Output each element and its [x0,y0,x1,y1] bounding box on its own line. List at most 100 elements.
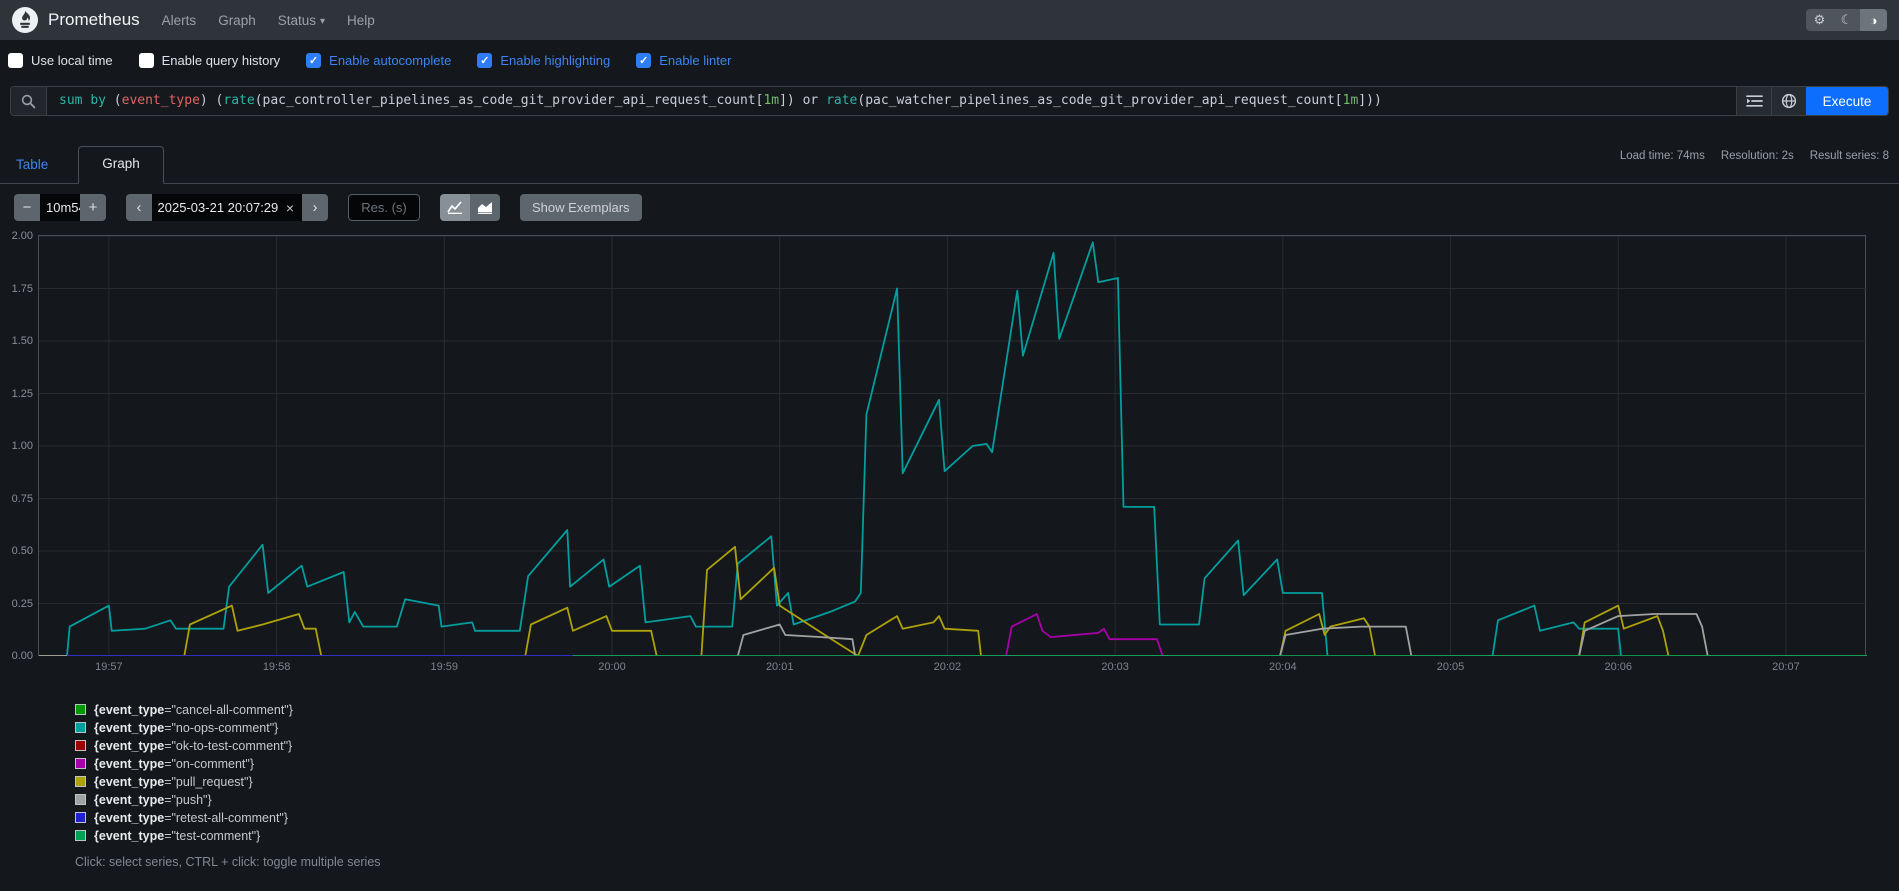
nav-link-graph[interactable]: Graph [218,13,256,28]
checkbox[interactable]: ✓ [477,53,492,68]
legend-item-no-ops-comment[interactable]: {event_type="no-ops-comment"} [75,720,1899,735]
globe-icon[interactable] [1771,87,1806,115]
nav-link-help[interactable]: Help [347,13,375,28]
series-legend: {event_type="cancel-all-comment"}{event_… [75,702,1899,843]
y-axis-tick-label: 0.75 [0,493,33,505]
x-axis-tick-label: 20:03 [1087,661,1143,673]
legend-swatch [75,812,86,823]
series-line-push [39,614,1867,656]
legend-label-value: ="ok-to-test-comment"} [164,739,292,753]
x-axis-tick-label: 20:07 [1758,661,1814,673]
brand-title: Prometheus [48,10,140,30]
legend-label-value: ="no-ops-comment"} [164,721,278,735]
legend-label-key: {event_type [94,739,164,753]
range-input-group: − + [14,194,106,221]
checkbox[interactable] [8,53,23,68]
y-axis-tick-label: 0.50 [0,545,33,557]
time-input-group: ‹ 2025-03-21 20:07:29 × › [126,194,328,221]
legend-item-pull_request[interactable]: {event_type="pull_request"} [75,774,1899,789]
chevron-down-icon: ▾ [320,16,325,27]
chart-type-toggle [440,194,500,221]
legend-swatch [75,776,86,787]
x-axis-tick-label: 20:04 [1255,661,1311,673]
y-axis-tick-label: 1.75 [0,283,33,295]
x-axis-tick-label: 20:02 [919,661,975,673]
query-input-group: sum by (event_type) (rate(pac_controller… [10,86,1889,116]
time-series-plot[interactable]: 0.000.250.500.751.001.251.501.752.0019:5… [38,235,1866,656]
decrease-range-button[interactable]: − [14,194,40,221]
legend-item-push[interactable]: {event_type="push"} [75,792,1899,807]
end-time-input[interactable]: 2025-03-21 20:07:29 × [152,194,302,221]
y-axis-tick-label: 1.25 [0,388,33,400]
time-back-button[interactable]: ‹ [126,194,152,221]
y-axis-tick-label: 1.00 [0,440,33,452]
x-axis-tick-label: 19:58 [249,661,305,673]
legend-item-ok-to-test-comment[interactable]: {event_type="ok-to-test-comment"} [75,738,1899,753]
legend-label-key: {event_type [94,811,164,825]
option-enable-linter[interactable]: ✓ Enable linter [636,53,731,68]
dark-theme-moon-icon[interactable]: ☾ [1833,9,1860,31]
theme-toggle-group: ⚙ ☾ ◑ [1806,9,1887,31]
load-time-stat: Load time: 74ms [1620,150,1705,162]
stacked-chart-icon[interactable] [470,194,500,221]
nav-link-status[interactable]: Status▾ [278,13,325,28]
option-use-local-time[interactable]: Use local time [8,53,113,68]
end-time-value[interactable]: 2025-03-21 20:07:29 [152,200,284,215]
tab-graph[interactable]: Graph [78,146,164,184]
legend-item-test-comment[interactable]: {event_type="test-comment"} [75,828,1899,843]
y-axis-tick-label: 0.25 [0,598,33,610]
legend-swatch [75,704,86,715]
legend-swatch [75,740,86,751]
legend-item-on-comment[interactable]: {event_type="on-comment"} [75,756,1899,771]
legend-label-value: ="retest-all-comment"} [164,811,288,825]
legend-label-value: ="on-comment"} [164,757,254,771]
time-forward-button[interactable]: › [302,194,328,221]
increase-range-button[interactable]: + [80,194,106,221]
clear-time-icon[interactable]: × [286,200,294,216]
search-icon [11,87,47,115]
graph-controls: − + ‹ 2025-03-21 20:07:29 × › Show Exemp… [14,194,1899,221]
legend-label-key: {event_type [94,721,164,735]
legend-swatch [75,794,86,805]
execute-button[interactable]: Execute [1806,87,1888,115]
legend-label-key: {event_type [94,703,164,717]
legend-item-retest-all-comment[interactable]: {event_type="retest-all-comment"} [75,810,1899,825]
y-axis-tick-label: 0.00 [0,650,33,662]
checkbox[interactable] [139,53,154,68]
plot-canvas[interactable] [39,236,1867,656]
nav-links: Alerts Graph Status▾ Help [162,13,375,28]
options-row: Use local time Enable query history ✓ En… [0,40,1899,79]
prometheus-brand[interactable]: Prometheus [12,7,140,33]
option-enable-highlighting[interactable]: ✓ Enable highlighting [477,53,610,68]
auto-theme-contrast-icon[interactable]: ◑ [1860,9,1887,31]
y-axis-tick-label: 2.00 [0,230,33,242]
legend-label-key: {event_type [94,829,164,843]
option-enable-query-history[interactable]: Enable query history [139,53,281,68]
line-chart-icon[interactable] [440,194,470,221]
series-line-pull_request [39,547,1867,656]
legend-label-value: ="test-comment"} [164,829,260,843]
legend-hint: Click: select series, CTRL + click: togg… [75,855,1899,869]
series-line-no-ops-comment [39,242,1867,656]
show-exemplars-button[interactable]: Show Exemplars [520,194,642,221]
legend-label-key: {event_type [94,775,164,789]
resolution-input[interactable] [348,194,420,221]
legend-item-cancel-all-comment[interactable]: {event_type="cancel-all-comment"} [75,702,1899,717]
checkbox[interactable]: ✓ [306,53,321,68]
promql-expression-input[interactable]: sum by (event_type) (rate(pac_controller… [47,87,1736,115]
checkbox[interactable]: ✓ [636,53,651,68]
result-series-stat: Result series: 8 [1810,150,1889,162]
nav-link-alerts[interactable]: Alerts [162,13,197,28]
legend-swatch [75,722,86,733]
legend-label-key: {event_type [94,793,164,807]
x-axis-tick-label: 19:57 [81,661,137,673]
range-input[interactable] [40,194,80,221]
tab-table[interactable]: Table [14,157,50,172]
x-axis-tick-label: 19:59 [416,661,472,673]
settings-gear-icon[interactable]: ⚙ [1806,9,1833,31]
legend-label-value: ="pull_request"} [164,775,252,789]
prometheus-logo-icon [12,7,38,33]
option-enable-autocomplete[interactable]: ✓ Enable autocomplete [306,53,451,68]
result-tabs: Table Graph Load time: 74ms Resolution: … [0,146,1899,184]
metrics-explorer-icon[interactable] [1736,87,1771,115]
